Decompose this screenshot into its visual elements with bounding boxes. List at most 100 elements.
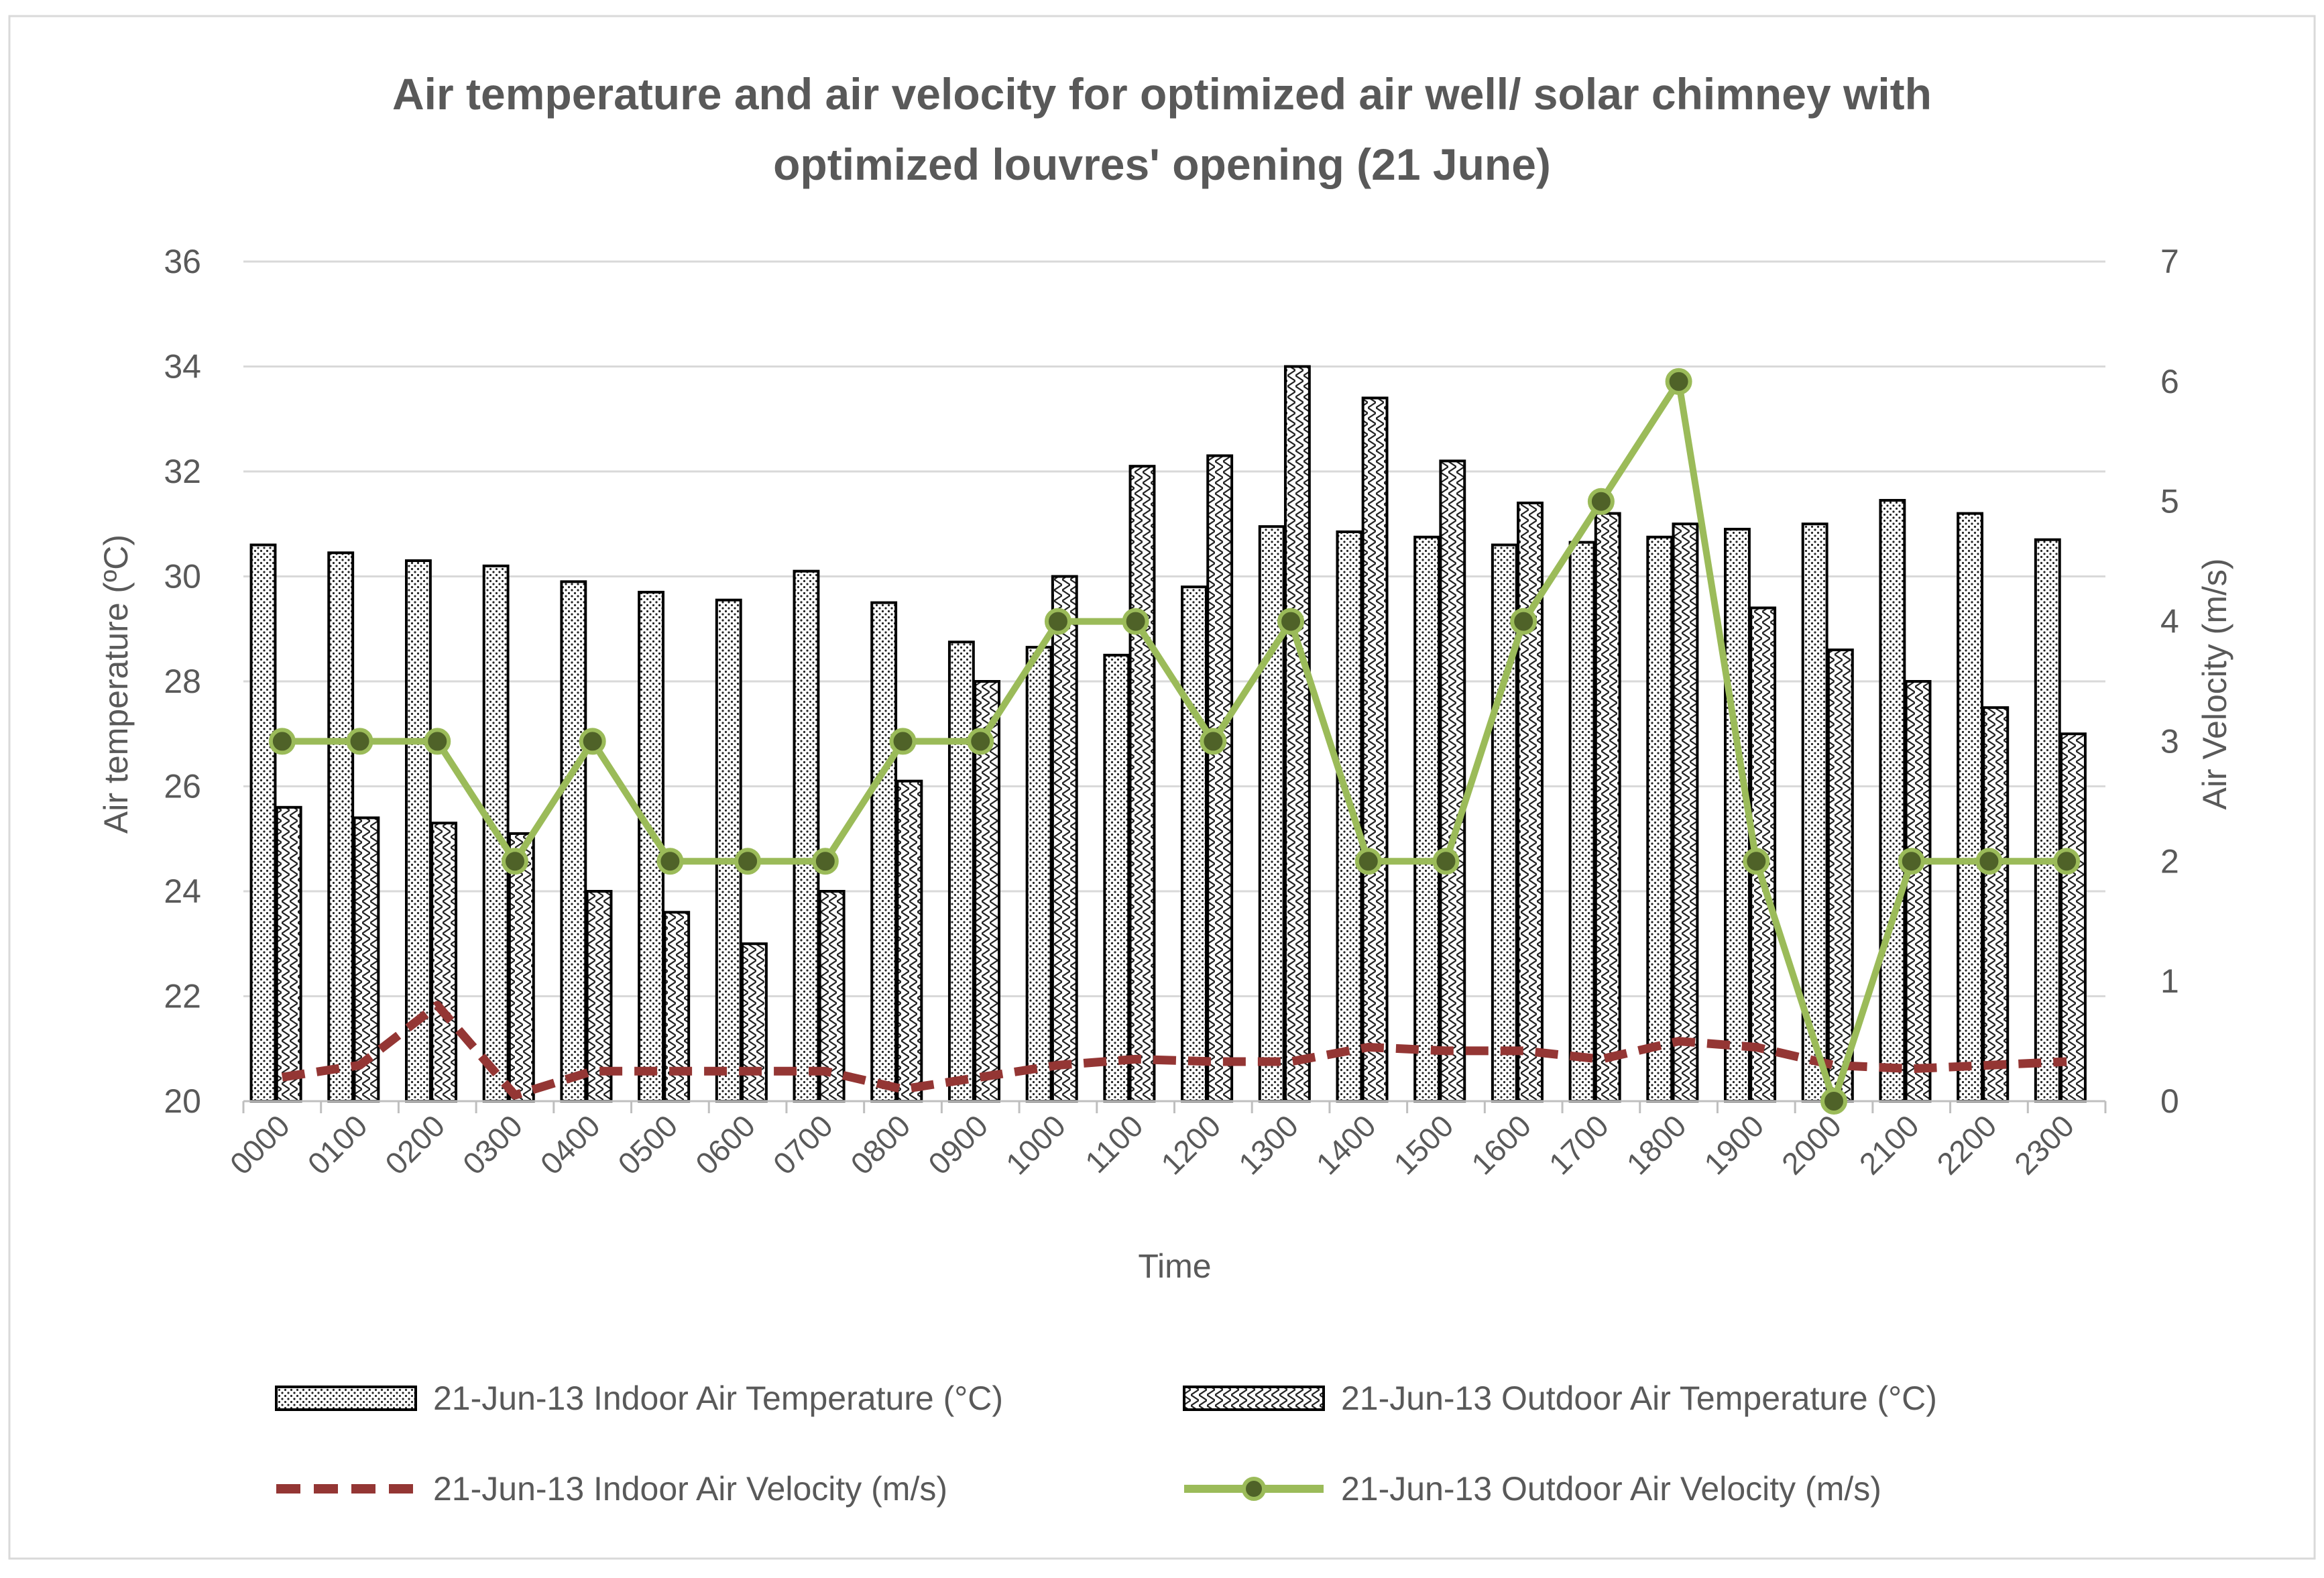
marker-outdoor-velocity [1122,608,1149,635]
bar-outdoor-temp [1672,522,1699,1103]
y-right-tick-label: 2 [2160,842,2179,880]
bar-indoor-temp [1646,535,1674,1103]
bar-outdoor-temp [1361,396,1389,1103]
y-left-tick-label: 30 [164,558,201,596]
marker-outdoor-velocity [1743,848,1770,875]
marker-outdoor-velocity [501,848,528,875]
bar-outdoor-temp [585,890,613,1103]
bar-indoor-temp [1025,646,1053,1103]
bar-outdoor-temp [508,832,535,1103]
bar-outdoor-temp [896,779,923,1103]
y-left-tick-label: 22 [164,978,201,1015]
marker-outdoor-velocity [1665,368,1692,395]
bar-indoor-temp [2034,538,2061,1103]
y-left-tick-label: 34 [164,348,201,386]
y-axis-right-ticks: 0 1 2 3 4 5 6 7 [2160,243,2179,1120]
y-left-tick-label: 26 [164,768,201,805]
y-axis-right-title: Air Velocity (m/s) [2196,558,2233,809]
bar-indoor-temp [404,559,432,1103]
marker-outdoor-velocity [1277,608,1305,635]
bar-outdoor-temp [430,822,458,1103]
bar-indoor-temp [560,580,587,1103]
marker-outdoor-velocity [734,848,762,875]
marker-outdoor-velocity [889,728,917,755]
bar-indoor-temp [1491,543,1518,1103]
y-left-tick-label: 28 [164,663,201,700]
marker-outdoor-velocity [656,848,684,875]
marker-outdoor-velocity [1510,608,1537,635]
marker-outdoor-velocity [424,728,451,755]
y-axis-left-title: Air temperature (ºC) [97,534,135,834]
bar-outdoor-temp [275,805,302,1103]
bar-outdoor-temp [2060,732,2087,1103]
bar-outdoor-temp [1283,365,1311,1103]
y-left-tick-label: 36 [164,243,201,280]
marker-outdoor-velocity [1200,728,1227,755]
bar-indoor-temp [1413,535,1441,1103]
y-left-tick-label: 32 [164,453,201,490]
bar-outdoor-temp [1594,512,1621,1103]
y-right-tick-label: 3 [2160,722,2179,760]
legend-label-outdoor-velocity: 21-Jun-13 Outdoor Air Velocity (m/s) [1341,1470,1881,1508]
y-left-tick-label: 20 [164,1082,201,1120]
marker-outdoor-velocity [2053,848,2081,875]
legend-marker-outdoor-velocity [1242,1477,1266,1501]
chart-title-line-2: optimized louvres' opening (21 June) [773,139,1551,189]
bar-outdoor-temp [1439,459,1466,1103]
chart-title-line-1: Air temperature and air velocity for opt… [392,69,1932,119]
marker-outdoor-velocity [1975,848,2003,875]
marker-outdoor-velocity [811,848,839,875]
marker-outdoor-velocity [346,728,373,755]
legend-label-outdoor-temp: 21-Jun-13 Outdoor Air Temperature (°C) [1341,1379,1937,1417]
y-right-tick-label: 1 [2160,962,2179,1000]
x-axis [242,1100,2107,1113]
bar-indoor-temp [327,551,355,1103]
marker-outdoor-velocity [1587,488,1615,515]
bar-outdoor-temp [1051,575,1078,1103]
marker-outdoor-velocity [268,728,296,755]
marker-outdoor-velocity [1820,1088,1848,1115]
legend-label-indoor-temp: 21-Jun-13 Indoor Air Temperature (°C) [433,1379,1003,1417]
bar-indoor-temp [793,569,820,1103]
legend-swatch-indoor-temp [275,1386,417,1411]
y-right-tick-label: 6 [2160,363,2179,400]
legend-label-indoor-velocity: 21-Jun-13 Indoor Air Velocity (m/s) [433,1470,947,1508]
x-axis-title: Time [1138,1247,1211,1285]
bar-outdoor-temp [1206,454,1234,1103]
line-indoor-velocity [281,1001,2067,1100]
bar-indoor-temp [1336,530,1363,1103]
bar-indoor-temp [1181,585,1208,1103]
marker-outdoor-velocity [1354,848,1382,875]
bar-outdoor-temp [1128,465,1156,1103]
legend-swatch-outdoor-temp [1183,1386,1325,1411]
bar-indoor-temp [947,640,975,1103]
legend: 21-Jun-13 Indoor Air Temperature (°C) 21… [275,1379,1937,1508]
bar-indoor-temp [870,601,898,1103]
marker-outdoor-velocity [579,728,606,755]
bar-outdoor-temp [1904,680,1932,1103]
y-left-tick-label: 24 [164,872,201,910]
bar-indoor-temp [1568,541,1596,1103]
bars [249,365,2087,1103]
bar-outdoor-temp [818,890,846,1103]
velocity-lines [268,368,2081,1115]
marker-outdoor-velocity [1898,848,1925,875]
y-right-tick-label: 7 [2160,243,2179,280]
bar-outdoor-temp [1826,649,1854,1103]
marker-outdoor-velocity [967,728,994,755]
marker-outdoor-velocity [1044,608,1071,635]
bar-indoor-temp [1879,499,1906,1103]
bar-indoor-temp [1258,525,1285,1103]
y-axis-left-ticks: 20 22 24 26 28 30 32 34 36 [164,243,201,1120]
bar-indoor-temp [1103,653,1130,1103]
marker-outdoor-velocity [1432,848,1460,875]
bar-indoor-temp [1957,512,1984,1103]
bar-indoor-temp [715,598,742,1103]
y-right-tick-label: 0 [2160,1082,2179,1120]
line-outdoor-velocity [282,378,2067,1105]
y-right-tick-label: 5 [2160,483,2179,520]
gridlines [243,260,2105,997]
y-right-tick-label: 4 [2160,603,2179,640]
